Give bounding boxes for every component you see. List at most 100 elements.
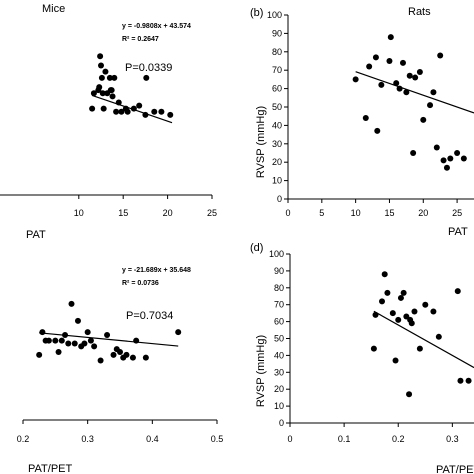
panel-4-data-point	[392, 357, 399, 364]
panel-3-data-point	[104, 332, 111, 338]
panel-1-data-point	[90, 90, 97, 97]
panel-2-panel-label: (b)	[250, 7, 263, 19]
panel-3-data-point	[81, 340, 88, 347]
panel-3-x-tick-label: 0.4	[146, 434, 159, 444]
panel-2-x-tick-label: 15	[384, 208, 394, 218]
panel-2-x-tick-label: 20	[418, 208, 428, 218]
panel-1-data-point	[109, 93, 116, 100]
panel-2-data-point	[440, 157, 447, 164]
panel-3-data-point	[45, 337, 52, 344]
panel-4-data-point	[384, 289, 391, 296]
panel-2-y-tick-label: 100	[267, 10, 282, 20]
panel-2-x-label: PAT	[448, 226, 468, 238]
panel-4-x-tick-label: 0.2	[392, 434, 405, 444]
panel-1-data-point	[118, 108, 125, 115]
panel-2-y-tick-label: 20	[272, 157, 282, 167]
panel-2-data-point	[399, 59, 406, 66]
panel-1-data-point	[142, 111, 149, 118]
panel-3-data-point	[175, 329, 182, 336]
panel-4-data-point	[395, 316, 402, 323]
panel-3-data-point	[117, 349, 123, 355]
panel-3-data-point	[65, 340, 72, 347]
panel-1-data-point	[143, 74, 150, 81]
panel-2-data-point	[420, 116, 427, 123]
panel-2-data-point	[454, 150, 461, 156]
panel-2-y-tick-label: 50	[272, 102, 282, 112]
panel-2-x-tick-label: 5	[319, 208, 324, 218]
panel-4-y-label: RVSP (mmHg)	[255, 335, 267, 407]
panel-2-y-tick-label: 70	[272, 65, 282, 75]
panel-3-x-tick-label: 0.5	[211, 434, 224, 444]
panel-2-data-point	[416, 69, 423, 76]
panel-4-y-tick-label: 50	[274, 334, 284, 344]
panel-1-data-point	[98, 74, 105, 81]
panel-4-data-point	[372, 311, 379, 318]
panel-1-data-point	[151, 108, 158, 115]
panel-4-data-point	[406, 391, 413, 398]
panel-2-data-point	[443, 164, 450, 171]
panel-2-y-tick-label: 10	[272, 176, 282, 186]
panel-4-data-point	[389, 310, 396, 317]
panel-3-data-point	[129, 354, 136, 361]
panel-3-p-value: P=0.7034	[126, 310, 173, 322]
panel-1-r-squared: R² = 0.2647	[122, 36, 159, 43]
panel-3-data-point	[58, 337, 65, 344]
panel-1-x-tick-label: 10	[74, 208, 84, 218]
panel-3-data-point	[91, 343, 98, 350]
panel-4-y-tick-label: 40	[274, 350, 284, 360]
panel-2-y-label: RVSP (mmHg)	[255, 106, 267, 178]
panel-3-data-point	[123, 351, 130, 358]
panel-1-p-value: P=0.0339	[125, 62, 172, 74]
panel-4-x-tick-label: 0	[287, 434, 292, 444]
panel-4-data-point	[454, 288, 461, 295]
panel-3-data-point	[110, 351, 117, 358]
panel-4-panel-label: (d)	[250, 242, 263, 254]
panel-2-data-point	[460, 155, 467, 162]
panel-2-data-point	[427, 102, 434, 109]
panel-2-title: Rats	[408, 6, 431, 18]
panel-2-data-point	[362, 115, 369, 122]
panel-2-y-tick-label: 30	[272, 139, 282, 149]
panel-1-data-point	[98, 62, 104, 69]
panel-4-x-tick-label: 0.3	[446, 434, 459, 444]
panel-2-data-point	[366, 63, 373, 70]
panel-1-data-point	[124, 108, 131, 115]
panel-2-y-tick-label: 0	[277, 194, 282, 204]
panel-2-y-tick-label: 60	[272, 84, 282, 94]
panel-1-data-point	[97, 53, 104, 60]
panel-1-data-point	[106, 74, 113, 81]
panel-4-x-label: PAT/PET	[436, 464, 474, 474]
panel-4-data-point	[422, 301, 429, 308]
panel-1-data-point	[102, 68, 109, 75]
panel-2-data-point	[433, 144, 440, 151]
panel-4-data-point	[435, 333, 442, 340]
panel-1-x-tick-label: 20	[163, 208, 173, 218]
panel-4-data-point	[370, 345, 377, 352]
panel-2-data-point	[387, 34, 394, 41]
panel-4-y-tick-label: 70	[274, 300, 284, 310]
panel-2-y-tick-label: 40	[272, 120, 282, 130]
panel-4-data-point	[416, 345, 423, 352]
panel-2-data-point	[386, 58, 393, 64]
panel-3-equation: y = -21.689x + 35.648	[122, 267, 191, 274]
panel-4-y-tick-label: 10	[274, 401, 284, 411]
panel-4-y-tick-label: 0	[279, 418, 284, 428]
panel-3-r-squared: R² = 0.0736	[122, 280, 159, 287]
panel-3-data-point	[55, 349, 62, 355]
panel-1-data-point	[89, 105, 96, 112]
panel-3-data-point	[68, 300, 75, 307]
panel-3-data-point	[87, 337, 94, 344]
panel-3-x-label: PAT/PET	[28, 463, 72, 474]
panel-3-data-point	[52, 337, 59, 344]
panel-3-data-point	[97, 357, 104, 364]
panel-1-title: Mice	[42, 3, 65, 15]
panel-4-data-point	[465, 377, 472, 384]
panel-1-data-point	[100, 105, 107, 112]
panel-1-data-point	[108, 87, 115, 94]
panel-2-data-point	[447, 155, 454, 162]
panel-4-y-tick-label: 30	[274, 367, 284, 377]
panel-4-data-point	[381, 271, 388, 278]
panel-1-data-point	[158, 108, 165, 115]
panel-3-data-point	[39, 329, 46, 336]
